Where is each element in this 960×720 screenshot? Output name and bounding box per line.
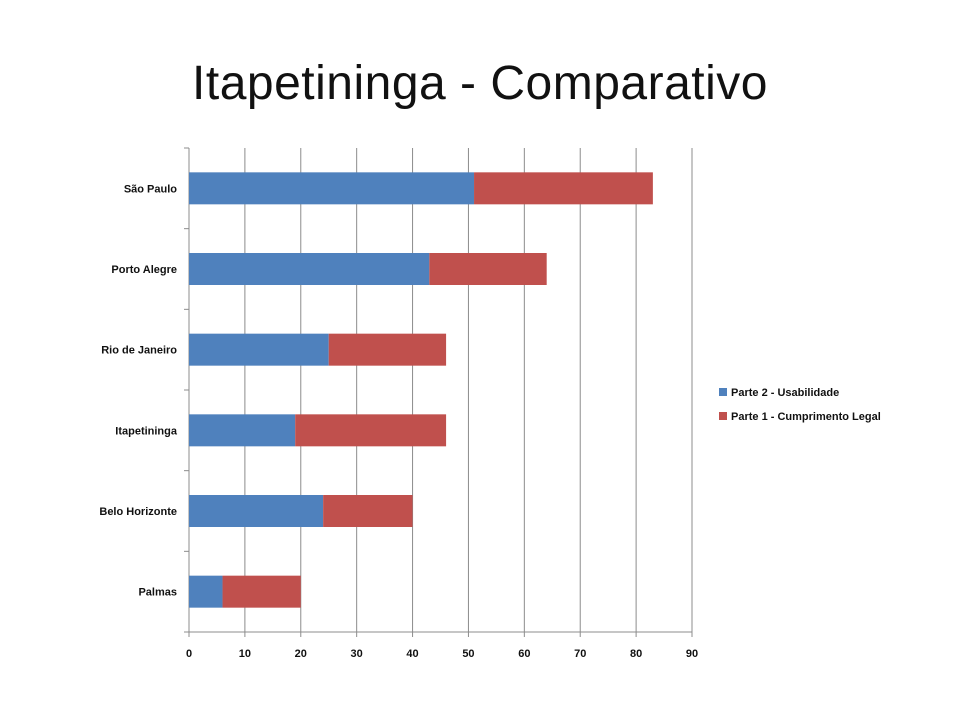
- y-tick-label: Palmas: [138, 587, 177, 599]
- x-tick-label: 40: [406, 648, 418, 660]
- bar-segment-usabilidade: [189, 172, 475, 205]
- x-tick-label: 80: [630, 648, 642, 660]
- bar-segment-cumprimento-legal: [323, 495, 413, 527]
- x-tick-label: 70: [574, 648, 586, 660]
- y-tick-label: Itapetininga: [115, 425, 178, 437]
- axes: [184, 147, 693, 637]
- x-tick-label: 0: [186, 648, 192, 660]
- bar-segment-cumprimento-legal: [429, 253, 547, 285]
- legend-label: Parte 1 - Cumprimento Legal: [731, 411, 881, 423]
- x-tick-label: 30: [351, 648, 363, 660]
- grid-lines: [244, 148, 693, 632]
- x-tick-label: 50: [462, 648, 474, 660]
- legend: Parte 2 - Usabilidade Parte 1 - Cumprimen…: [719, 387, 881, 423]
- slide-title: Itapetininga - Comparativo: [192, 57, 768, 110]
- legend-label: Parte 2 - Usabilidade: [731, 387, 839, 399]
- bar-segment-cumprimento-legal: [222, 575, 301, 608]
- y-tick-label: São Paulo: [124, 183, 177, 195]
- x-tick-label: 10: [239, 648, 251, 660]
- legend-swatch: [719, 388, 727, 396]
- x-tick-label: 20: [295, 648, 307, 660]
- bar-segment-cumprimento-legal: [328, 333, 447, 366]
- tick-labels: 0 10 20 30 40 50 60 70 80 90 São Paulo Porto Alegre…: [99, 183, 698, 660]
- bar-segment-usabilidade: [189, 414, 296, 447]
- x-tick-label: 60: [518, 648, 530, 660]
- bar-segment-usabilidade: [189, 333, 329, 366]
- x-tick-label: 90: [686, 648, 698, 660]
- y-tick-label: Rio de Janeiro: [101, 345, 177, 357]
- y-tick-label: Belo Horizonte: [99, 506, 177, 518]
- bar-segment-usabilidade: [189, 575, 223, 608]
- bars: [189, 172, 653, 608]
- bar-segment-usabilidade: [189, 253, 430, 285]
- y-tick-label: Porto Alegre: [111, 264, 177, 276]
- bar-segment-cumprimento-legal: [474, 172, 653, 205]
- bar-segment-cumprimento-legal: [295, 414, 447, 447]
- legend-swatch: [719, 412, 727, 420]
- bar-segment-usabilidade: [189, 495, 324, 527]
